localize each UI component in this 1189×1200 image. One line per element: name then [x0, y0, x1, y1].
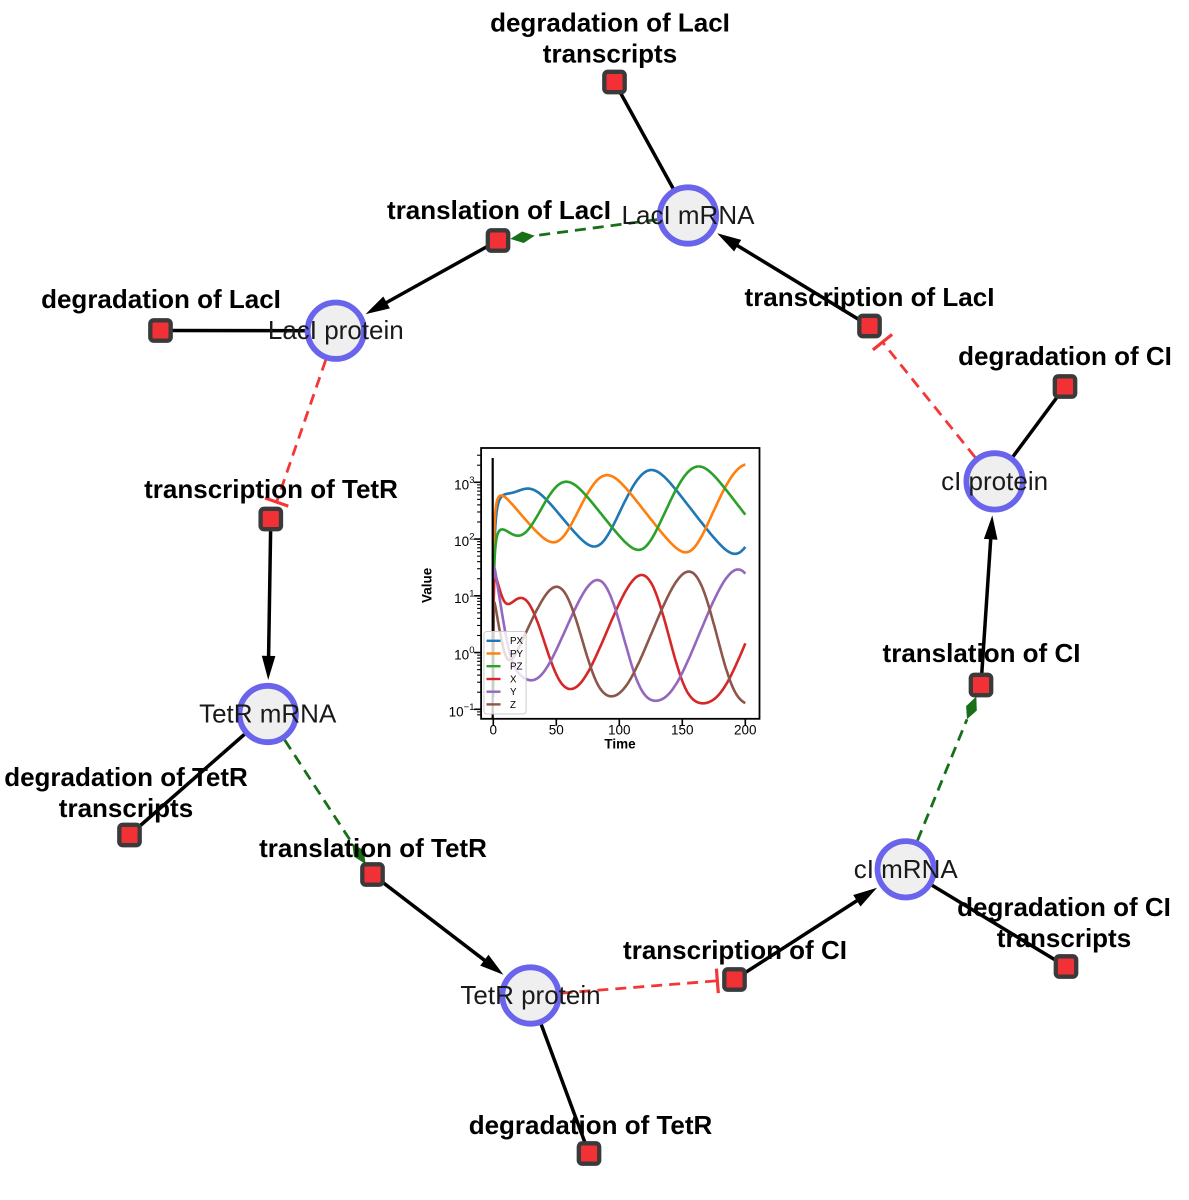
svg-text:cI mRNA: cI mRNA	[854, 854, 959, 884]
svg-text:X: X	[510, 674, 517, 685]
svg-text:LacI mRNA: LacI mRNA	[622, 200, 756, 230]
svg-text:102: 102	[454, 532, 474, 550]
svg-text:translation of TetR: translation of TetR	[259, 833, 487, 863]
svg-text:transcription of CI: transcription of CI	[623, 935, 847, 965]
svg-text:101: 101	[454, 588, 474, 606]
svg-text:TetR protein: TetR protein	[460, 980, 600, 1010]
svg-text:150: 150	[671, 723, 694, 738]
svg-text:PY: PY	[510, 649, 524, 660]
svg-text:LacI protein: LacI protein	[268, 315, 404, 345]
svg-text:Y: Y	[510, 687, 517, 698]
svg-text:103: 103	[454, 475, 474, 493]
svg-text:0: 0	[490, 723, 498, 738]
svg-text:transcription of LacI: transcription of LacI	[745, 282, 995, 312]
svg-text:PX: PX	[510, 636, 524, 647]
svg-text:PZ: PZ	[510, 662, 523, 673]
svg-text:degradation of LacI: degradation of LacI	[490, 8, 730, 38]
svg-text:translation of LacI: translation of LacI	[387, 195, 611, 225]
svg-text:TetR mRNA: TetR mRNA	[199, 699, 337, 729]
svg-text:200: 200	[734, 723, 757, 738]
svg-text:transcripts: transcripts	[997, 923, 1131, 953]
svg-text:100: 100	[454, 645, 474, 663]
svg-text:transcription of TetR: transcription of TetR	[144, 474, 398, 504]
svg-text:100: 100	[608, 723, 631, 738]
svg-text:degradation of CI: degradation of CI	[957, 892, 1171, 922]
svg-text:50: 50	[549, 723, 564, 738]
svg-text:10−1: 10−1	[449, 702, 475, 720]
svg-text:cI protein: cI protein	[941, 466, 1048, 496]
svg-text:Z: Z	[510, 700, 516, 711]
svg-text:degradation of CI: degradation of CI	[958, 341, 1172, 371]
svg-text:degradation of LacI: degradation of LacI	[41, 284, 281, 314]
svg-text:degradation of TetR: degradation of TetR	[469, 1110, 713, 1140]
svg-text:degradation of TetR: degradation of TetR	[4, 762, 248, 792]
svg-text:transcripts: transcripts	[543, 38, 677, 68]
svg-text:Time: Time	[604, 737, 636, 752]
svg-text:transcripts: transcripts	[59, 793, 193, 823]
svg-text:Value: Value	[420, 567, 435, 603]
svg-text:translation of CI: translation of CI	[883, 638, 1081, 668]
